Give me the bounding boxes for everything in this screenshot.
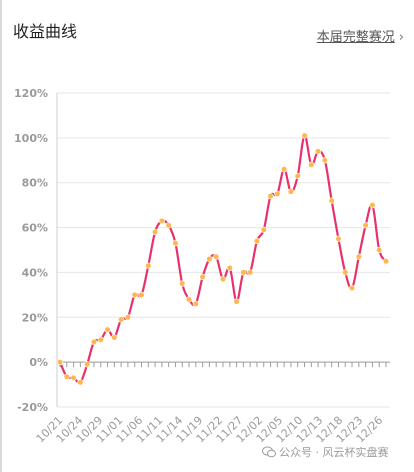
data-point xyxy=(260,226,267,233)
data-point xyxy=(376,246,383,254)
data-point xyxy=(362,222,369,229)
y-tick-label: 120% xyxy=(14,87,48,100)
data-point xyxy=(308,161,315,168)
y-tick-label: 60% xyxy=(22,222,48,235)
data-point xyxy=(321,157,328,164)
chart-title: 收益曲线 xyxy=(13,22,78,41)
data-point xyxy=(63,373,70,380)
data-point xyxy=(328,197,335,204)
data-point xyxy=(124,314,132,321)
data-point xyxy=(97,336,104,343)
full-results-link[interactable]: 本届完整赛况 › xyxy=(317,26,404,45)
data-point xyxy=(111,334,118,341)
data-point xyxy=(118,316,125,323)
data-point xyxy=(131,291,138,298)
data-point xyxy=(206,255,213,263)
data-point xyxy=(267,193,274,200)
data-point xyxy=(369,202,376,209)
data-point xyxy=(247,269,254,276)
data-point xyxy=(219,276,227,283)
data-point xyxy=(56,359,64,366)
data-point xyxy=(84,361,91,368)
data-point xyxy=(281,166,288,173)
data-point xyxy=(158,217,165,224)
data-point xyxy=(138,291,145,298)
data-point xyxy=(301,132,308,139)
data-point xyxy=(314,148,322,155)
data-point xyxy=(348,285,356,292)
data-point xyxy=(192,300,199,307)
data-point xyxy=(104,326,111,333)
data-point xyxy=(342,269,349,276)
chevron-right-icon: › xyxy=(398,30,404,45)
data-point xyxy=(151,228,159,236)
data-point xyxy=(294,172,301,180)
y-tick-label: -20% xyxy=(17,401,48,414)
data-point xyxy=(70,374,77,381)
data-point xyxy=(253,237,261,245)
data-point xyxy=(226,264,233,272)
full-results-label: 本届完整赛况 xyxy=(316,30,395,45)
watermark: 公众号 · 风云杯实盘赛 xyxy=(262,444,389,460)
y-tick-label: 80% xyxy=(22,177,48,190)
data-point xyxy=(145,262,152,269)
data-point xyxy=(77,379,84,386)
series-line xyxy=(58,134,387,384)
data-point xyxy=(199,273,206,281)
watermark-text: 公众号 · 风云杯实盘赛 xyxy=(279,446,389,459)
wechat-icon xyxy=(262,446,276,458)
data-point xyxy=(213,253,220,260)
left-border xyxy=(0,0,2,472)
data-point xyxy=(179,280,186,287)
data-point xyxy=(274,190,281,198)
y-tick-label: 0% xyxy=(29,356,48,369)
data-point xyxy=(287,188,295,195)
data-point xyxy=(355,253,362,260)
data-point xyxy=(382,258,390,265)
data-point xyxy=(185,296,193,303)
data-point xyxy=(90,338,98,346)
data-point xyxy=(172,240,179,247)
y-tick-label: 40% xyxy=(22,266,48,279)
data-point xyxy=(233,298,240,305)
y-tick-label: 20% xyxy=(22,311,48,324)
data-point xyxy=(165,222,172,229)
data-point xyxy=(335,235,342,242)
y-tick-label: 100% xyxy=(14,132,48,145)
data-point xyxy=(240,269,247,276)
